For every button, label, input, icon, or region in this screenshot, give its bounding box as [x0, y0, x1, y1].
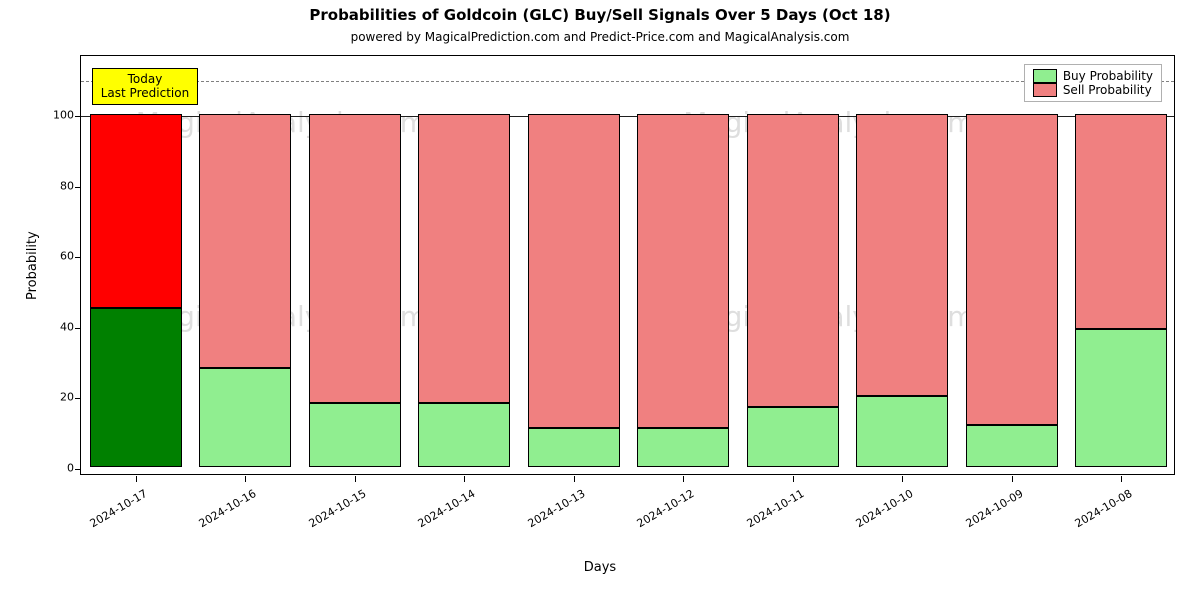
- x-tick: [136, 476, 137, 482]
- x-tick: [902, 476, 903, 482]
- sell-bar: [747, 114, 839, 407]
- buy-bar: [637, 428, 729, 467]
- x-tick-label: 2024-10-15: [292, 487, 368, 538]
- y-tick-label: 40: [44, 320, 74, 333]
- y-tick-label: 60: [44, 250, 74, 263]
- y-tick: [75, 469, 81, 470]
- buy-bar: [199, 368, 291, 467]
- x-tick: [355, 476, 356, 482]
- x-axis-label: Days: [0, 560, 1200, 575]
- sell-bar: [637, 114, 729, 428]
- y-tick: [75, 398, 81, 399]
- y-tick: [75, 257, 81, 258]
- x-tick: [574, 476, 575, 482]
- y-tick-label: 0: [44, 461, 74, 474]
- x-tick-label: 2024-10-10: [840, 487, 916, 538]
- bar-slot: [966, 54, 1058, 474]
- legend-item: Buy Probability: [1033, 69, 1153, 83]
- today-annotation: TodayLast Prediction: [92, 68, 198, 105]
- legend-label: Sell Probability: [1063, 83, 1152, 97]
- legend-swatch: [1033, 83, 1057, 97]
- chart-container: Probabilities of Goldcoin (GLC) Buy/Sell…: [0, 0, 1200, 600]
- bar-slot: [747, 54, 839, 474]
- legend-label: Buy Probability: [1063, 69, 1153, 83]
- sell-bar: [199, 114, 291, 368]
- x-tick: [245, 476, 246, 482]
- y-tick-label: 20: [44, 391, 74, 404]
- y-axis-label: Probability: [25, 231, 40, 300]
- y-tick-label: 80: [44, 179, 74, 192]
- legend-swatch: [1033, 69, 1057, 83]
- bar-slot: [528, 54, 620, 474]
- chart-subtitle: powered by MagicalPrediction.com and Pre…: [0, 30, 1200, 44]
- y-tick: [75, 328, 81, 329]
- y-tick-label: 100: [44, 109, 74, 122]
- y-tick: [75, 187, 81, 188]
- buy-bar: [90, 308, 182, 467]
- x-tick: [464, 476, 465, 482]
- buy-bar: [1075, 329, 1167, 467]
- x-tick-label: 2024-10-16: [183, 487, 259, 538]
- bar-slot: [418, 54, 510, 474]
- x-tick: [1121, 476, 1122, 482]
- x-tick-label: 2024-10-12: [621, 487, 697, 538]
- x-tick-label: 2024-10-09: [949, 487, 1025, 538]
- plot-area: MagicalAnalysis.comMagicalAnalysis.comMa…: [80, 55, 1175, 475]
- sell-bar: [418, 114, 510, 403]
- sell-bar: [309, 114, 401, 403]
- buy-bar: [747, 407, 839, 467]
- legend: Buy ProbabilitySell Probability: [1024, 64, 1162, 102]
- bar-slot: [856, 54, 948, 474]
- x-tick-label: 2024-10-08: [1059, 487, 1135, 538]
- buy-bar: [856, 396, 948, 467]
- bar-slot: [90, 54, 182, 474]
- sell-bar: [528, 114, 620, 428]
- x-tick: [793, 476, 794, 482]
- x-tick-label: 2024-10-14: [402, 487, 478, 538]
- x-tick-label: 2024-10-11: [730, 487, 806, 538]
- y-tick: [75, 116, 81, 117]
- x-tick-label: 2024-10-17: [73, 487, 149, 538]
- sell-bar: [856, 114, 948, 396]
- bar-slot: [309, 54, 401, 474]
- bar-slot: [637, 54, 729, 474]
- buy-bar: [528, 428, 620, 467]
- sell-bar: [966, 114, 1058, 425]
- chart-title: Probabilities of Goldcoin (GLC) Buy/Sell…: [0, 6, 1200, 24]
- sell-bar: [90, 114, 182, 308]
- x-tick-label: 2024-10-13: [511, 487, 587, 538]
- legend-item: Sell Probability: [1033, 83, 1153, 97]
- bar-slot: [1075, 54, 1167, 474]
- bar-slot: [199, 54, 291, 474]
- buy-bar: [309, 403, 401, 467]
- buy-bar: [418, 403, 510, 467]
- buy-bar: [966, 425, 1058, 467]
- x-tick: [683, 476, 684, 482]
- sell-bar: [1075, 114, 1167, 329]
- x-tick: [1012, 476, 1013, 482]
